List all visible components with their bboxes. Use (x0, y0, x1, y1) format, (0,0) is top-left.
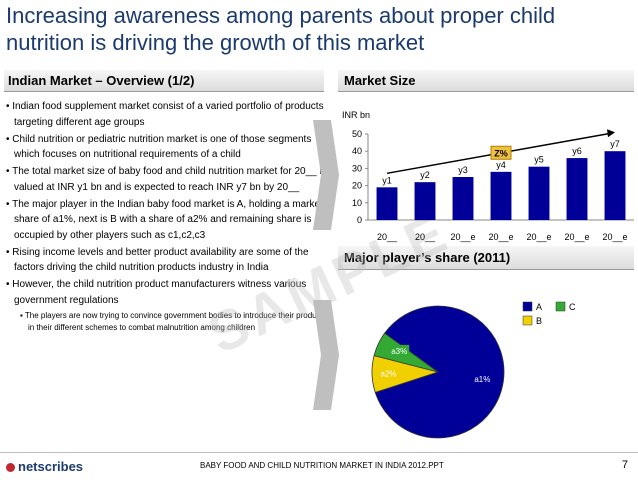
footer-note: BABY FOOD AND CHILD NUTRITION MARKET IN … (200, 461, 444, 470)
bar-data-label: y6 (572, 146, 582, 156)
bar-data-label: y2 (420, 170, 430, 180)
bullet-item: • The major player in the Indian baby fo… (6, 198, 323, 241)
legend-swatch (522, 301, 533, 312)
arrow-right-icon (313, 120, 339, 230)
page-title: Increasing awareness among parents about… (6, 2, 626, 56)
pie-label-box (378, 367, 399, 380)
title-line-1: Increasing awareness among parents about… (6, 3, 556, 28)
y-tick-label: 0 (357, 215, 362, 225)
legend-swatch (555, 301, 566, 312)
bullet-item: • Rising income levels and better produc… (6, 246, 309, 274)
arrow-head-icon (607, 129, 615, 138)
x-tick-label: 20__e (564, 232, 589, 242)
legend-swatch (522, 315, 533, 326)
bar (452, 177, 474, 220)
x-tick-label: 20__e (602, 232, 627, 242)
pie-data-label: a1% (474, 375, 490, 384)
pie-label-box (389, 344, 410, 357)
overview-bullets: • Indian food supplement market consist … (6, 99, 328, 335)
overview-header: Indian Market – Overview (1/2) (4, 70, 324, 92)
page-number: 7 (621, 459, 628, 471)
bar-data-label: y4 (496, 160, 506, 170)
y-axis-label: INR bn (342, 110, 370, 120)
sub-bullet-item: ▪ The players are now trying to convince… (20, 311, 327, 332)
pie-data-label: a3% (391, 347, 407, 356)
bar (376, 187, 398, 220)
title-line-2: nutrition is driving the growth of this … (6, 30, 425, 55)
y-tick-label: 30 (352, 163, 362, 173)
bar-data-label: y7 (610, 139, 620, 149)
market-size-header: Market Size (338, 70, 634, 92)
x-tick-label: 20__ (415, 232, 436, 242)
bullet-item: • Indian food supplement market consist … (6, 101, 324, 128)
bar (490, 171, 512, 220)
y-tick-label: 10 (352, 198, 362, 208)
bullet-item: • The total market size of baby food and… (6, 166, 327, 193)
cagr-badge-label: Z% (494, 148, 508, 158)
y-tick-label: 20 (352, 181, 362, 191)
x-tick-label: 20__e (526, 232, 551, 242)
players-share-header: Major player’s share (2011) (338, 246, 634, 270)
pie-data-label: a2% (381, 370, 397, 379)
logo-icon (6, 463, 15, 472)
footer: netscribes BABY FOOD AND CHILD NUTRITION… (0, 452, 638, 480)
legend-label: C (569, 302, 576, 312)
x-tick-label: 20__e (450, 232, 475, 242)
legend-label: A (536, 302, 542, 312)
bar-data-label: y5 (534, 155, 544, 165)
company-logo: netscribes (6, 459, 83, 474)
arrow-right-icon (313, 300, 339, 410)
market-size-chart: INR bn 0 10 20 30 40 50 y1 20__ y2 20__ y3 20__e y4 20… (342, 110, 634, 242)
x-tick-label: 20__e (488, 232, 513, 242)
bar (528, 166, 550, 220)
bullet-item: • However, the child nutrition product m… (6, 279, 307, 306)
logo-text: netscribes (18, 459, 84, 474)
bar (566, 158, 588, 220)
y-tick-label: 40 (352, 146, 362, 156)
bar-data-label: y3 (458, 165, 468, 175)
players-share-chart: a1% a2% a3% AB C (371, 301, 576, 439)
bar-data-label: y1 (382, 175, 392, 185)
x-tick-label: 20__ (377, 232, 398, 242)
bar (414, 182, 436, 220)
bar (604, 151, 626, 220)
pie-slice (374, 305, 505, 439)
y-tick-label: 50 (352, 129, 362, 139)
cagr-badge (490, 145, 512, 160)
bullet-item: • Child nutrition or pediatric nutrition… (6, 133, 312, 161)
legend-label: B (536, 316, 542, 326)
pie-label-box (472, 373, 493, 386)
